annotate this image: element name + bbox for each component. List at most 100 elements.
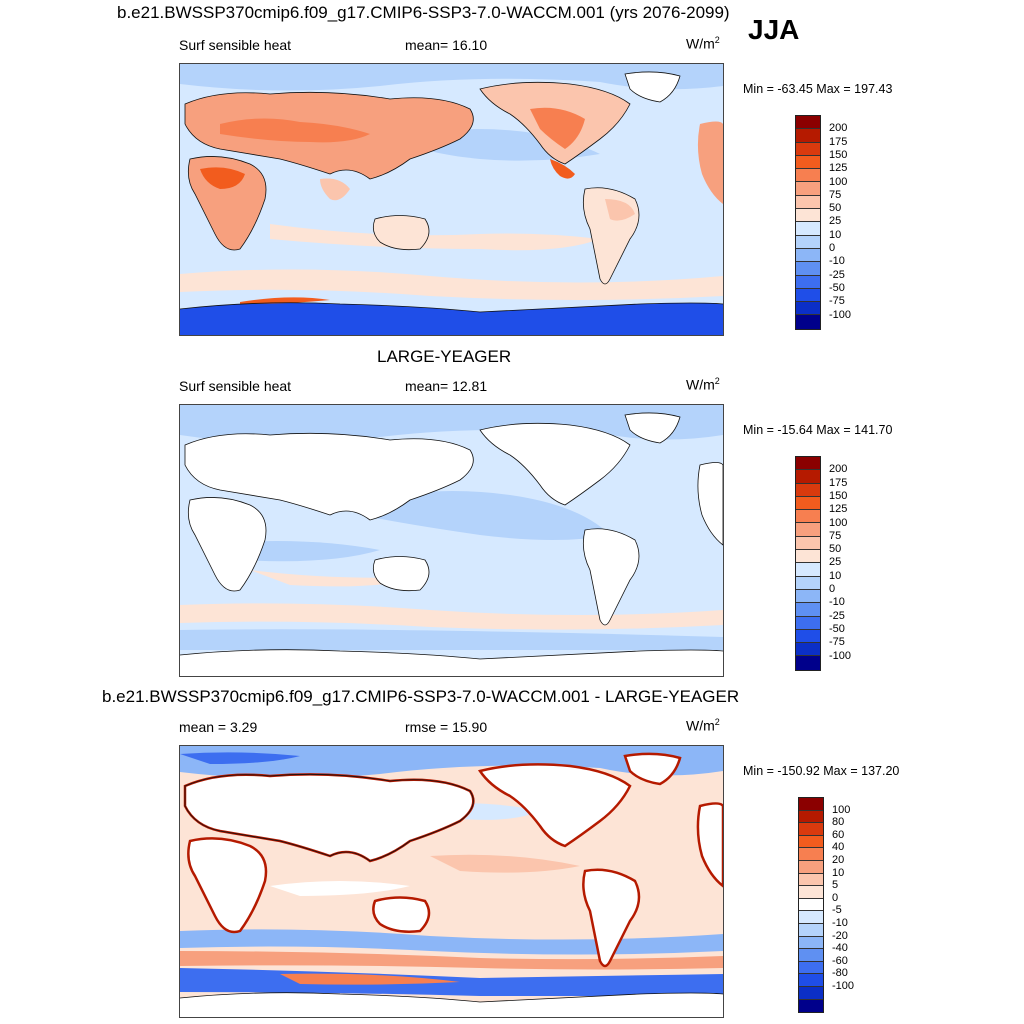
colorbar-tick-label: 20 (832, 854, 845, 866)
colorbar-tick-label: 50 (829, 202, 842, 215)
panel3-rmse: rmse = 15.90 (405, 719, 488, 735)
colorbar-swatch (796, 315, 820, 329)
colorbar-swatch (799, 986, 823, 1000)
panel2-mean: mean= 12.81 (405, 378, 488, 394)
colorbar-tick-label: -75 (829, 636, 845, 649)
colorbar-tick-label: -10 (832, 917, 848, 929)
colorbar-swatch (796, 563, 820, 577)
panel3-map (179, 745, 724, 1018)
colorbar-swatch (796, 603, 820, 617)
colorbar-tick-label: 200 (829, 122, 848, 135)
colorbar-swatch (799, 860, 823, 874)
panel1-colorbar (795, 115, 821, 330)
panel2-units: W/m2 (686, 376, 720, 393)
colorbar-swatch (799, 911, 823, 924)
colorbar-tick-label: 10 (829, 569, 842, 582)
panel3-units: W/m2 (686, 717, 720, 734)
colorbar-swatch (796, 222, 820, 236)
panel1-mean: mean= 16.10 (405, 37, 488, 53)
colorbar-tick-label: -80 (832, 967, 848, 980)
colorbar-tick-label: 100 (829, 175, 848, 188)
colorbar-tick-label: -100 (829, 649, 852, 662)
colorbar-tick-label: 75 (829, 188, 842, 201)
panel3-minmax: Min = -150.92 Max = 137.20 (743, 764, 900, 778)
colorbar-swatch (796, 209, 820, 223)
colorbar-tick-label: 150 (829, 148, 848, 161)
colorbar-swatch (796, 262, 820, 276)
panel1-units: W/m2 (686, 35, 720, 52)
panel2-colorbar (795, 456, 821, 671)
colorbar-tick-label: 10 (829, 228, 842, 241)
panel2-map (179, 404, 724, 677)
colorbar-tick-label: 200 (829, 463, 848, 476)
colorbar-swatch (796, 656, 820, 670)
colorbar-tick-label: -60 (832, 954, 848, 967)
colorbar-tick-label: 0 (829, 242, 836, 254)
colorbar-tick-label: 10 (832, 866, 845, 879)
colorbar-swatch (799, 823, 823, 836)
colorbar-tick-label: 5 (832, 879, 839, 892)
colorbar-swatch (796, 510, 820, 524)
colorbar-swatch (796, 129, 820, 143)
colorbar-tick-label: 150 (829, 489, 848, 502)
colorbar-tick-label: -40 (832, 942, 848, 955)
colorbar-swatch (796, 302, 820, 316)
colorbar-tick-label: 25 (829, 215, 842, 228)
colorbar-swatch (799, 898, 823, 912)
colorbar-swatch (796, 643, 820, 657)
colorbar-tick-label: 175 (829, 135, 848, 148)
panel3-colorbar (798, 797, 824, 1014)
colorbar-tick-label: 0 (829, 583, 836, 595)
colorbar-swatch (796, 155, 820, 170)
colorbar-swatch (799, 835, 823, 849)
colorbar-tick-label: -100 (829, 308, 852, 321)
panel2-minmax: Min = -15.64 Max = 141.70 (743, 423, 893, 437)
colorbar-tick-label: -50 (829, 281, 845, 294)
colorbar-tick-label: 60 (832, 828, 845, 841)
colorbar-swatch (799, 886, 823, 899)
panel2-title: LARGE-YEAGER (377, 347, 512, 366)
colorbar-swatch (796, 195, 820, 210)
colorbar-swatch (796, 182, 820, 196)
colorbar-tick-label: 80 (832, 816, 845, 829)
panel3-title: b.e21.BWSSP370cmip6.f09_g17.CMIP6-SSP3-7… (102, 687, 740, 706)
colorbar-swatch (799, 873, 823, 887)
colorbar-swatch (796, 496, 820, 511)
colorbar-tick-label: -25 (829, 609, 845, 622)
season-label: JJA (748, 14, 800, 45)
colorbar-swatch (796, 616, 820, 630)
panel1-title: b.e21.BWSSP370cmip6.f09_g17.CMIP6-SSP3-7… (117, 3, 730, 22)
colorbar-swatch (796, 288, 820, 303)
colorbar-swatch (796, 275, 820, 289)
colorbar-swatch (799, 798, 823, 811)
colorbar-tick-label: 100 (832, 803, 851, 816)
colorbar-swatch (796, 116, 820, 130)
colorbar-swatch (796, 235, 820, 249)
colorbar-swatch (796, 169, 820, 183)
colorbar-tick-label: -10 (829, 596, 845, 609)
colorbar-tick-label: 75 (829, 529, 842, 542)
colorbar-tick-label: 175 (829, 476, 848, 489)
colorbar-tick-label: 125 (829, 503, 848, 516)
colorbar-tick-label: -20 (832, 929, 848, 942)
colorbar-swatch (799, 923, 823, 937)
colorbar-swatch (796, 457, 820, 471)
colorbar-swatch (799, 961, 823, 975)
colorbar-tick-label: -10 (829, 255, 845, 268)
colorbar-tick-label: -5 (832, 904, 842, 917)
panel1-map (179, 63, 724, 336)
colorbar-swatch (796, 483, 820, 497)
panel3-mean: mean = 3.29 (179, 719, 258, 735)
colorbar-swatch (799, 810, 823, 824)
colorbar-tick-label: 125 (829, 162, 848, 175)
colorbar-tick-label: 100 (829, 516, 848, 529)
colorbar-swatch (796, 629, 820, 644)
colorbar-tick-label: -25 (829, 268, 845, 281)
colorbar-swatch (796, 470, 820, 484)
panel1-minmax: Min = -63.45 Max = 197.43 (743, 82, 893, 96)
colorbar-swatch (799, 848, 823, 861)
colorbar-swatch (796, 550, 820, 564)
colorbar-tick-label: 50 (829, 543, 842, 556)
colorbar-swatch (796, 248, 820, 263)
colorbar-swatch (796, 523, 820, 537)
